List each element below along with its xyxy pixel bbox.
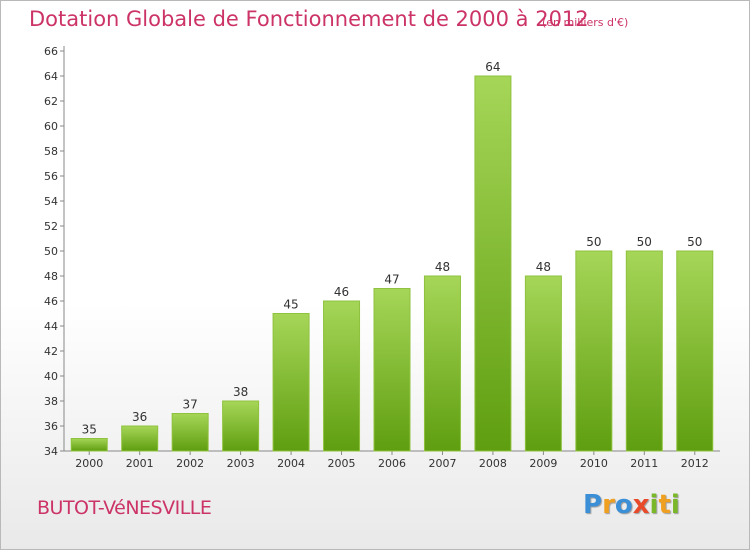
bar [474, 75, 512, 452]
logo-letter: P [583, 490, 603, 520]
x-tick-label: 2010 [580, 457, 608, 470]
y-tick-label: 56 [44, 170, 58, 183]
data-label: 48 [536, 260, 551, 274]
x-tick-label: 2000 [75, 457, 103, 470]
y-tick-label: 66 [44, 45, 58, 58]
bar [121, 425, 159, 452]
bars [70, 75, 714, 452]
bar [171, 413, 209, 452]
data-label: 36 [132, 410, 147, 424]
y-tick-label: 48 [44, 270, 58, 283]
data-label: 64 [485, 60, 500, 74]
logo-letter: i [670, 490, 680, 520]
bar [70, 438, 108, 452]
axes: 34 36 38 40 42 44 46 48 50 52 54 56 58 60 62 64 66 2000 20… [44, 45, 720, 470]
bar [524, 275, 562, 452]
y-tick-label: 50 [44, 245, 58, 258]
bar [676, 250, 714, 452]
y-tick-label: 54 [44, 195, 58, 208]
y-tick-label: 36 [44, 420, 58, 433]
x-tick-label: 2005 [328, 457, 356, 470]
x-tick-label: 2004 [277, 457, 305, 470]
x-tick-label: 2002 [176, 457, 204, 470]
x-tick-label: 2001 [126, 457, 154, 470]
x-tick-label: 2009 [529, 457, 557, 470]
y-tick-label: 64 [44, 70, 58, 83]
y-tick-label: 60 [44, 120, 58, 133]
chart-title: Dotation Globale de Fonctionnement de 20… [29, 7, 589, 31]
x-tick-label: 2008 [479, 457, 507, 470]
bar [625, 250, 663, 452]
data-label: 45 [283, 298, 298, 312]
bar [423, 275, 461, 452]
y-tick-label: 40 [44, 370, 58, 383]
bar [575, 250, 613, 452]
chart-subtitle: (en milliers d'€) [542, 16, 629, 29]
x-tick-label: 2007 [428, 457, 456, 470]
data-label: 46 [334, 285, 349, 299]
data-label: 50 [637, 235, 652, 249]
y-tick-label: 44 [44, 320, 58, 333]
y-tick-label: 52 [44, 220, 58, 233]
bar [272, 313, 310, 452]
data-labels: 35 36 37 38 45 46 47 48 64 48 50 50 50 [82, 60, 703, 437]
logo-letter: r [602, 490, 615, 520]
data-label: 48 [435, 260, 450, 274]
y-tick-label: 62 [44, 95, 58, 108]
commune-name: BUTOT-VéNESVILLE [37, 497, 212, 519]
data-label: 37 [183, 398, 198, 412]
data-label: 47 [384, 273, 399, 287]
x-tick-label: 2012 [681, 457, 709, 470]
y-tick-label: 34 [44, 445, 58, 458]
logo-letter: t [658, 490, 671, 520]
y-tick-label: 46 [44, 295, 58, 308]
logo-letter: x [632, 490, 650, 520]
y-tick-label: 38 [44, 395, 58, 408]
bar [222, 400, 260, 452]
bar [373, 288, 411, 452]
data-label: 50 [586, 235, 601, 249]
x-tick-label: 2006 [378, 457, 406, 470]
x-tick-label: 2011 [630, 457, 658, 470]
y-tick-label: 42 [44, 345, 58, 358]
data-label: 38 [233, 385, 248, 399]
logo-letter: o [614, 490, 633, 520]
data-label: 50 [687, 235, 702, 249]
bar [323, 300, 361, 452]
x-tick-label: 2003 [227, 457, 255, 470]
proxiti-logo: Proxiti [583, 490, 680, 520]
logo-letter: i [649, 490, 659, 520]
y-tick-label: 58 [44, 145, 58, 158]
data-label: 35 [82, 423, 97, 437]
